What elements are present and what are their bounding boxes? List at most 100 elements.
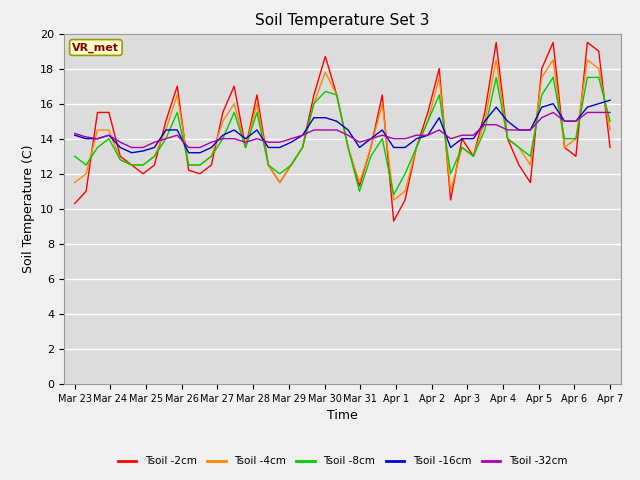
Tsoil -2cm (128, 162, 136, 168)
Tsoil -4cm (105, 127, 113, 133)
Tsoil -4cm (116, 157, 124, 163)
Tsoil -16cm (310, 115, 318, 120)
Tsoil -8cm (390, 192, 397, 198)
Tsoil -4cm (435, 74, 443, 80)
Tsoil -16cm (595, 101, 602, 107)
Tsoil -2cm (93, 109, 101, 115)
Tsoil -2cm (549, 39, 557, 45)
Tsoil -32cm (162, 136, 170, 142)
Tsoil -2cm (287, 162, 295, 168)
Tsoil -32cm (173, 132, 181, 138)
Tsoil -8cm (378, 136, 386, 142)
Tsoil -4cm (264, 162, 272, 168)
Tsoil -16cm (572, 118, 580, 124)
Tsoil -4cm (140, 162, 147, 168)
Tsoil -16cm (173, 127, 181, 133)
Tsoil -32cm (128, 144, 136, 150)
Tsoil -2cm (264, 162, 272, 168)
Tsoil -8cm (299, 144, 307, 150)
Tsoil -2cm (401, 197, 409, 203)
Tsoil -2cm (390, 218, 397, 224)
Tsoil -32cm (470, 132, 477, 138)
Tsoil -8cm (310, 101, 318, 107)
Tsoil -2cm (173, 84, 181, 89)
Tsoil -16cm (105, 132, 113, 138)
Tsoil -2cm (276, 180, 284, 185)
Tsoil -4cm (367, 144, 374, 150)
Tsoil -2cm (71, 201, 79, 206)
Line: Tsoil -2cm: Tsoil -2cm (75, 42, 610, 221)
Tsoil -16cm (378, 127, 386, 133)
Tsoil -4cm (481, 118, 488, 124)
Tsoil -8cm (367, 154, 374, 159)
Tsoil -4cm (527, 162, 534, 168)
Tsoil -2cm (230, 84, 238, 89)
Tsoil -16cm (424, 132, 431, 138)
Tsoil -8cm (572, 136, 580, 142)
Tsoil -32cm (105, 132, 113, 138)
Tsoil -4cm (584, 57, 591, 63)
Y-axis label: Soil Temperature (C): Soil Temperature (C) (22, 144, 35, 273)
Tsoil -4cm (196, 162, 204, 168)
Tsoil -4cm (595, 66, 602, 72)
Line: Tsoil -8cm: Tsoil -8cm (75, 77, 610, 195)
Tsoil -8cm (230, 109, 238, 115)
Tsoil -2cm (424, 109, 431, 115)
Tsoil -2cm (105, 109, 113, 115)
Tsoil -16cm (401, 144, 409, 150)
Tsoil -32cm (264, 139, 272, 145)
Tsoil -4cm (458, 144, 466, 150)
Tsoil -2cm (196, 171, 204, 177)
Tsoil -16cm (435, 115, 443, 120)
Tsoil -8cm (538, 92, 545, 98)
Tsoil -16cm (83, 136, 90, 142)
Text: VR_met: VR_met (72, 42, 119, 53)
Tsoil -32cm (356, 139, 364, 145)
Tsoil -16cm (344, 127, 352, 133)
Tsoil -32cm (299, 132, 307, 138)
Tsoil -16cm (492, 104, 500, 110)
Tsoil -32cm (584, 109, 591, 115)
Tsoil -32cm (71, 131, 79, 136)
Tsoil -4cm (253, 101, 261, 107)
Tsoil -8cm (606, 118, 614, 124)
Tsoil -16cm (447, 144, 454, 150)
Tsoil -32cm (344, 132, 352, 138)
Tsoil -8cm (504, 136, 511, 142)
Tsoil -2cm (584, 39, 591, 45)
Tsoil -16cm (299, 132, 307, 138)
Tsoil -2cm (527, 180, 534, 185)
Tsoil -16cm (367, 136, 374, 142)
Tsoil -16cm (504, 118, 511, 124)
Tsoil -4cm (83, 171, 90, 177)
Tsoil -32cm (219, 136, 227, 142)
Tsoil -8cm (561, 136, 568, 142)
Tsoil -32cm (150, 139, 158, 145)
Tsoil -8cm (219, 136, 227, 142)
Tsoil -8cm (83, 162, 90, 168)
Tsoil -32cm (527, 127, 534, 133)
Tsoil -16cm (162, 127, 170, 133)
Tsoil -16cm (93, 136, 101, 142)
Tsoil -2cm (344, 144, 352, 150)
Tsoil -16cm (458, 136, 466, 142)
Tsoil -8cm (207, 154, 215, 159)
Tsoil -16cm (140, 148, 147, 154)
Tsoil -2cm (185, 168, 193, 173)
Tsoil -32cm (83, 134, 90, 140)
Tsoil -4cm (538, 74, 545, 80)
Tsoil -32cm (549, 109, 557, 115)
Tsoil -8cm (549, 74, 557, 80)
Tsoil -2cm (356, 183, 364, 189)
Tsoil -4cm (219, 118, 227, 124)
Tsoil -4cm (207, 154, 215, 159)
Tsoil -8cm (71, 154, 79, 159)
Tsoil -32cm (447, 136, 454, 142)
Tsoil -4cm (128, 162, 136, 168)
Tsoil -8cm (344, 144, 352, 150)
Tsoil -8cm (105, 136, 113, 142)
Tsoil -16cm (538, 104, 545, 110)
Tsoil -2cm (116, 154, 124, 159)
Tsoil -32cm (435, 127, 443, 133)
Tsoil -2cm (435, 66, 443, 72)
